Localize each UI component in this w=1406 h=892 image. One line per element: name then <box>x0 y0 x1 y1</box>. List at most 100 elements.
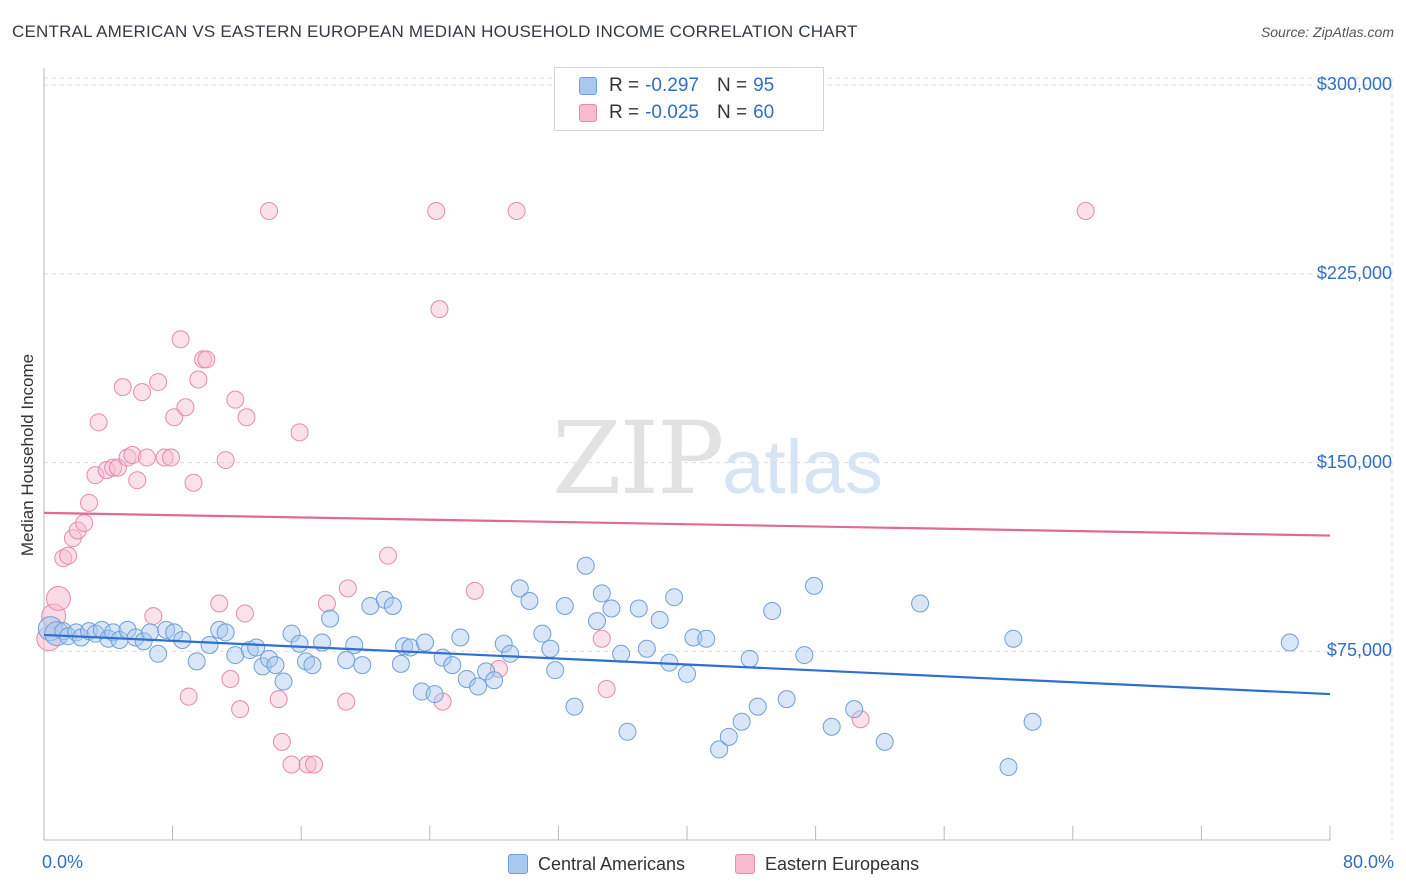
eastern-europeans-point-26 <box>176 398 195 417</box>
legend-n-label: N = <box>716 102 748 123</box>
eastern-europeans-point-34 <box>221 669 240 688</box>
central-americans-point-15 <box>141 623 160 642</box>
eastern-europeans-point-37 <box>237 408 256 427</box>
central-americans-point-89 <box>845 700 864 719</box>
eastern-europeans-trend-line <box>43 511 1331 537</box>
y-tick-label-2: $225,000 <box>1316 262 1392 283</box>
central-americans-point-69 <box>612 644 631 663</box>
gridlines <box>44 77 1393 840</box>
central-americans-point-95 <box>1280 633 1299 652</box>
eastern-europeans-point-45 <box>305 755 324 774</box>
eastern-europeans-point-43 <box>290 423 309 442</box>
central-americans-point-85 <box>777 690 796 709</box>
watermark: ZIPatlas <box>552 400 883 517</box>
central-americans-point-90 <box>875 732 894 751</box>
central-americans-point-14 <box>134 632 153 651</box>
central-americans-point-51 <box>451 628 470 647</box>
central-americans-point-63 <box>555 597 574 615</box>
bottom-legend-swatch-central-americans <box>508 854 528 874</box>
legend-n-value: 60 <box>753 102 775 123</box>
y-tick-label-3: $300,000 <box>1316 74 1392 95</box>
eastern-europeans-point-32 <box>210 594 229 613</box>
legend-swatch-central-americans <box>579 77 597 95</box>
central-americans-point-55 <box>485 671 504 690</box>
eastern-europeans-point-46 <box>317 594 336 613</box>
central-americans-point-58 <box>510 579 529 598</box>
central-americans-points <box>37 556 1299 777</box>
eastern-europeans-point-17 <box>128 471 147 490</box>
eastern-europeans-point-31 <box>197 350 216 369</box>
central-americans-point-78 <box>697 629 716 648</box>
central-americans-point-75 <box>665 588 684 607</box>
eastern-europeans-point-16 <box>123 446 142 465</box>
central-americans-point-37 <box>337 651 356 670</box>
central-americans-point-91 <box>911 594 930 613</box>
watermark-atlas: atlas <box>722 425 883 510</box>
central-americans-point-88 <box>822 717 841 736</box>
eastern-europeans-point-55 <box>507 201 526 220</box>
central-americans-point-48 <box>425 685 444 704</box>
eastern-europeans-point-23 <box>161 448 180 467</box>
eastern-europeans-point-19 <box>137 448 156 467</box>
central-americans-point-62 <box>546 661 565 680</box>
eastern-europeans-point-57 <box>597 680 616 699</box>
eastern-europeans-point-39 <box>260 201 279 220</box>
bottom-legend-label: Eastern Europeans <box>765 853 920 874</box>
eastern-europeans-point-38 <box>235 604 254 623</box>
central-americans-point-79 <box>710 740 729 759</box>
bottom-legend-central-americans: Central Americans <box>508 852 685 876</box>
eastern-europeans-point-50 <box>427 201 446 220</box>
eastern-europeans-point-18 <box>133 383 152 402</box>
central-americans-point-92 <box>999 758 1018 777</box>
central-americans-point-93 <box>1004 629 1023 648</box>
central-americans-point-64 <box>565 697 584 716</box>
central-americans-point-34 <box>303 656 322 675</box>
central-americans-point-86 <box>795 646 814 665</box>
central-americans-point-30 <box>274 672 293 691</box>
eastern-europeans-point-53 <box>465 581 484 600</box>
x-tick-label-max: 80.0% <box>1342 852 1394 872</box>
central-americans-point-59 <box>520 591 539 610</box>
central-americans-point-38 <box>345 636 364 654</box>
central-americans-point-87 <box>804 576 823 595</box>
y-axis-label: Median Household Income <box>18 353 37 557</box>
eastern-europeans-point-48 <box>338 579 357 598</box>
central-americans-point-67 <box>592 584 611 603</box>
eastern-europeans-point-4 <box>59 546 78 565</box>
eastern-europeans-point-27 <box>179 687 198 706</box>
central-americans-point-74 <box>650 610 669 629</box>
eastern-europeans-point-51 <box>430 300 449 319</box>
eastern-europeans-point-40 <box>269 690 288 709</box>
eastern-europeans-point-25 <box>171 330 190 349</box>
axes <box>43 68 1331 841</box>
eastern-europeans-point-14 <box>113 378 132 397</box>
eastern-europeans-point-29 <box>189 370 208 389</box>
central-americans-point-68 <box>602 599 621 618</box>
eastern-europeans-point-15 <box>118 448 137 467</box>
legend-r-label: R = <box>609 102 640 123</box>
central-americans-point-65 <box>576 556 595 575</box>
y-tick-label-1: $150,000 <box>1316 451 1392 472</box>
eastern-europeans-point-47 <box>337 692 356 711</box>
eastern-europeans-point-12 <box>104 458 123 477</box>
eastern-europeans-point-56 <box>592 629 611 648</box>
legend-row-central-americans: R = -0.297 N = 95 <box>579 73 774 99</box>
central-americans-point-47 <box>415 633 434 652</box>
legend-n-value: 95 <box>753 75 775 96</box>
legend-r-value: -0.025 <box>645 102 699 123</box>
eastern-europeans-point-36 <box>231 700 250 719</box>
eastern-europeans-point-33 <box>216 451 235 470</box>
eastern-europeans-points <box>36 201 1095 774</box>
central-americans-point-21 <box>200 636 219 654</box>
eastern-europeans-point-7 <box>75 513 94 532</box>
central-americans-point-81 <box>732 712 751 731</box>
central-americans-point-71 <box>629 599 648 618</box>
watermark-zip: ZIP <box>552 400 724 517</box>
legend-n-label: N = <box>716 75 748 96</box>
central-americans-point-16 <box>149 644 168 663</box>
eastern-europeans-point-41 <box>272 732 291 751</box>
central-americans-point-39 <box>353 656 372 675</box>
central-americans-point-56 <box>494 634 513 653</box>
central-americans-point-66 <box>587 612 606 631</box>
legend-r-value: -0.297 <box>645 75 699 96</box>
